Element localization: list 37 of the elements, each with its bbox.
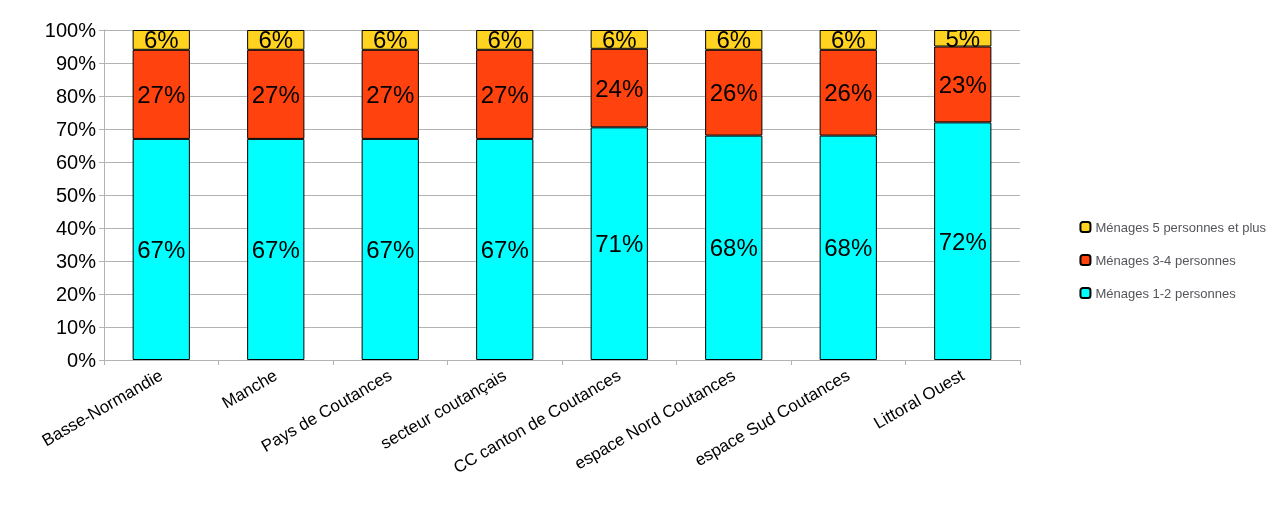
data-label: 6% (258, 26, 294, 54)
y-tick-label: 50% (55, 184, 97, 206)
data-label: 27% (137, 80, 186, 108)
y-tick-label: 30% (55, 250, 97, 272)
data-label: 6% (143, 26, 179, 54)
y-tick-label: 10% (55, 316, 97, 338)
data-label: 23% (938, 70, 987, 98)
y-tick-label: 20% (55, 283, 97, 305)
legend-label: Ménages 5 personnes et plus (1095, 219, 1267, 235)
y-tick-label: 80% (55, 85, 97, 107)
data-label: 72% (938, 227, 987, 255)
data-label: 6% (601, 25, 637, 53)
data-label: 67% (251, 235, 300, 263)
data-label: 6% (830, 26, 866, 54)
data-label: 27% (480, 80, 529, 108)
data-label: 27% (251, 80, 300, 108)
y-tick-label: 60% (55, 151, 97, 173)
data-label: 24% (595, 74, 644, 102)
legend-label: Ménages 3-4 personnes (1095, 252, 1237, 268)
y-tick-label: 0% (67, 349, 97, 371)
y-tick-label: 100% (44, 19, 97, 41)
data-label: 26% (709, 79, 758, 107)
data-label: 6% (487, 26, 523, 54)
data-label: 67% (480, 235, 529, 263)
y-tick-label: 70% (55, 118, 97, 140)
data-label: 27% (366, 80, 415, 108)
y-tick-label: 90% (55, 52, 97, 74)
legend-label: Ménages 1-2 personnes (1095, 285, 1237, 301)
data-label: 71% (595, 230, 644, 258)
data-label: 6% (716, 26, 752, 54)
data-label: 68% (709, 234, 758, 262)
data-label: 67% (366, 235, 415, 263)
data-label: 67% (137, 235, 186, 263)
data-label: 26% (824, 79, 873, 107)
data-label: 6% (372, 26, 408, 54)
y-tick-label: 40% (55, 217, 97, 239)
data-label: 68% (824, 234, 873, 262)
